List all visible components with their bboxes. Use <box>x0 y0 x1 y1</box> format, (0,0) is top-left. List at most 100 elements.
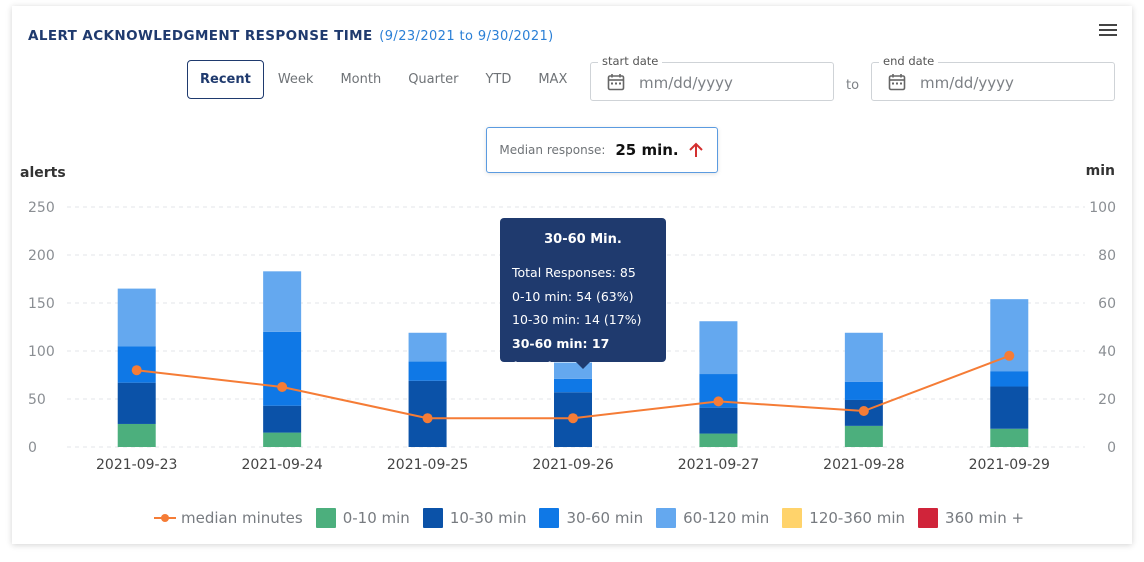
tooltip-title: 30-60 Min. <box>544 232 622 247</box>
bar-segment <box>990 386 1029 429</box>
end-date-label: end date <box>879 54 939 68</box>
legend-item-60-120[interactable]: 60-120 min <box>656 508 769 528</box>
x-tick-label: 2021-09-25 <box>387 457 468 473</box>
legend-item-30-60[interactable]: 30-60 min <box>539 508 643 528</box>
bar-segment <box>844 425 883 447</box>
bar-segment <box>117 288 156 347</box>
y-right-tick-label: 100 <box>1089 200 1116 216</box>
calendar-icon[interactable] <box>888 73 906 91</box>
chart-tooltip: 30-60 Min. Total Responses: 85 0-10 min:… <box>500 218 666 374</box>
legend-label: 60-120 min <box>683 509 770 527</box>
bar-segment <box>990 371 1029 387</box>
median-point <box>277 382 288 392</box>
legend-item-360-plus[interactable]: 360 min + <box>918 508 1024 528</box>
x-tick-label: 2021-09-26 <box>532 457 613 473</box>
end-date-input[interactable] <box>918 71 1102 95</box>
range-button-month[interactable]: Month <box>340 72 382 87</box>
range-button-quarter[interactable]: Quarter <box>408 72 459 87</box>
to-label: to <box>846 78 860 93</box>
median-point <box>568 413 578 424</box>
y-left-tick-label: 200 <box>28 248 55 264</box>
median-point <box>422 413 433 424</box>
legend-item-0-10[interactable]: 0-10 min <box>315 508 410 528</box>
median-point <box>713 396 724 407</box>
chart-title: ALERT ACKNOWLEDGMENT RESPONSE TIME <box>28 28 373 44</box>
y-right-tick-label: 80 <box>1098 248 1116 264</box>
bar-segment <box>117 423 156 447</box>
start-date-label: start date <box>598 54 663 68</box>
median-point <box>131 365 142 376</box>
range-selector: Recent Week Month Quarter YTD MAX <box>187 60 581 99</box>
y-left-tick-label: 100 <box>28 344 55 360</box>
legend-swatch <box>918 508 939 528</box>
legend-swatch <box>422 508 443 528</box>
y-left-tick-label: 250 <box>28 200 55 216</box>
start-date-field[interactable]: start date <box>590 54 834 101</box>
median-point <box>1004 350 1015 361</box>
y-left-tick-label: 50 <box>28 392 46 408</box>
legend-swatch <box>656 508 677 528</box>
legend-label: 0-10 min <box>342 509 410 527</box>
bar-segment <box>263 432 302 447</box>
legend-label: 10-30 min <box>449 509 527 527</box>
legend-label: 360 min + <box>945 509 1025 527</box>
tooltip-line-highlight: 30-60 min: 17 (20%) <box>512 335 610 375</box>
median-point <box>858 406 869 416</box>
bar-segment <box>263 271 302 332</box>
legend-label: 120-360 min <box>809 509 906 527</box>
hamburger-menu-icon[interactable] <box>1099 24 1117 38</box>
y-left-tick-label: 150 <box>28 296 55 312</box>
tooltip-line: Total Responses: 85 <box>512 265 636 280</box>
legend-item-10-30[interactable]: 10-30 min <box>422 508 527 528</box>
bar-segment <box>699 321 738 375</box>
y-right-tick-label: 20 <box>1098 392 1116 408</box>
chart-card: ALERT ACKNOWLEDGMENT RESPONSE TIME (9/23… <box>12 6 1132 544</box>
tooltip-line: 0-10 min: 54 (63%) <box>512 288 634 304</box>
y-right-tick-label: 40 <box>1098 344 1116 360</box>
legend-item-120-360[interactable]: 120-360 min <box>782 508 905 528</box>
end-date-field[interactable]: end date <box>871 54 1115 101</box>
chart-header: ALERT ACKNOWLEDGMENT RESPONSE TIME (9/23… <box>28 28 554 44</box>
y-left-axis-title: alerts <box>20 165 66 181</box>
range-button-max[interactable]: MAX <box>538 72 568 87</box>
median-value: 25 min. <box>615 141 679 159</box>
bar-segment <box>699 407 738 434</box>
legend-swatch <box>782 508 803 528</box>
legend-swatch <box>539 508 560 528</box>
tooltip-line: 10-30 min: 14 (17%) <box>512 312 642 327</box>
range-button-recent[interactable]: Recent <box>187 60 264 99</box>
legend-item-median[interactable]: median minutes <box>154 509 303 527</box>
bar-segment <box>699 433 738 447</box>
legend-swatch <box>315 508 336 528</box>
bar-segment <box>408 332 447 362</box>
x-tick-label: 2021-09-28 <box>823 457 904 473</box>
bar-segment <box>554 378 592 393</box>
bar-segment <box>117 346 156 383</box>
range-button-week[interactable]: Week <box>277 72 314 87</box>
y-left-tick-label: 0 <box>28 440 37 456</box>
x-tick-label: 2021-09-23 <box>96 457 177 473</box>
bar-segment <box>844 381 883 400</box>
bar-segment <box>408 361 447 381</box>
tooltip-pointer <box>575 361 591 369</box>
bar-segment <box>844 332 883 382</box>
median-response-box: Median response: 25 min. <box>486 127 718 173</box>
bar-segment <box>263 331 302 406</box>
line-marker-icon <box>154 514 176 522</box>
bar-segment <box>117 382 156 424</box>
y-right-tick-label: 60 <box>1098 296 1116 312</box>
x-tick-label: 2021-09-24 <box>241 457 322 473</box>
chart-date-range: (9/23/2021 to 9/30/2021) <box>379 29 554 44</box>
legend-label: median minutes <box>181 509 303 527</box>
range-button-ytd[interactable]: YTD <box>485 72 512 87</box>
bar-segment <box>990 428 1029 447</box>
arrow-up-icon <box>688 142 703 157</box>
y-right-axis-title: min <box>1086 163 1115 179</box>
y-right-tick-label: 0 <box>1107 440 1116 456</box>
start-date-input[interactable] <box>637 71 821 95</box>
x-tick-label: 2021-09-27 <box>678 457 759 473</box>
x-tick-label: 2021-09-29 <box>969 457 1050 473</box>
legend-label: 30-60 min <box>566 509 644 527</box>
calendar-icon[interactable] <box>607 73 625 91</box>
bar-segment <box>263 405 302 433</box>
